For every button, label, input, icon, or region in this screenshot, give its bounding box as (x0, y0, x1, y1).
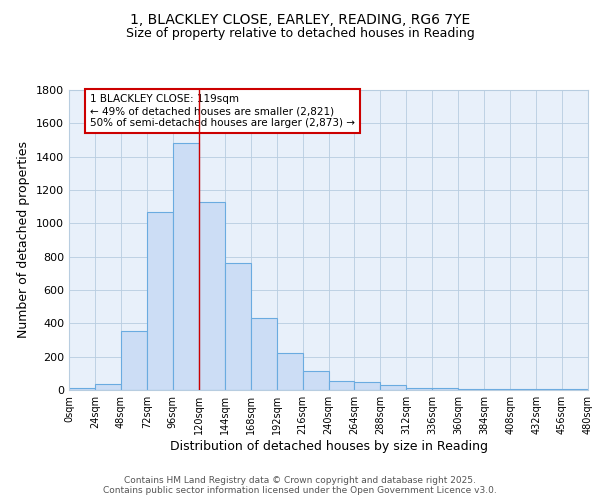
X-axis label: Distribution of detached houses by size in Reading: Distribution of detached houses by size … (170, 440, 487, 452)
Bar (355, 382, 380, 390)
Bar (458, 389, 484, 390)
Bar (329, 381, 355, 390)
Bar (147, 212, 173, 390)
Bar (380, 385, 406, 390)
Bar (277, 352, 302, 390)
Bar (302, 371, 329, 390)
Text: Size of property relative to detached houses in Reading: Size of property relative to detached ho… (125, 28, 475, 40)
Bar (95, 384, 121, 390)
Bar (536, 389, 562, 390)
Bar (484, 389, 510, 390)
Bar (225, 264, 251, 390)
Bar (406, 388, 432, 390)
Y-axis label: Number of detached properties: Number of detached properties (17, 142, 31, 338)
Bar (121, 331, 147, 390)
Bar (510, 389, 536, 390)
Bar (432, 388, 458, 390)
Bar (199, 202, 224, 390)
Text: Contains HM Land Registry data © Crown copyright and database right 2025.
Contai: Contains HM Land Registry data © Crown c… (103, 476, 497, 495)
Bar (69, 388, 95, 390)
Bar (562, 389, 588, 390)
Text: 1, BLACKLEY CLOSE, EARLEY, READING, RG6 7YE: 1, BLACKLEY CLOSE, EARLEY, READING, RG6 … (130, 12, 470, 26)
Bar (251, 318, 277, 390)
Bar (173, 144, 199, 390)
Text: 1 BLACKLEY CLOSE: 119sqm
← 49% of detached houses are smaller (2,821)
50% of sem: 1 BLACKLEY CLOSE: 119sqm ← 49% of detach… (90, 94, 355, 128)
